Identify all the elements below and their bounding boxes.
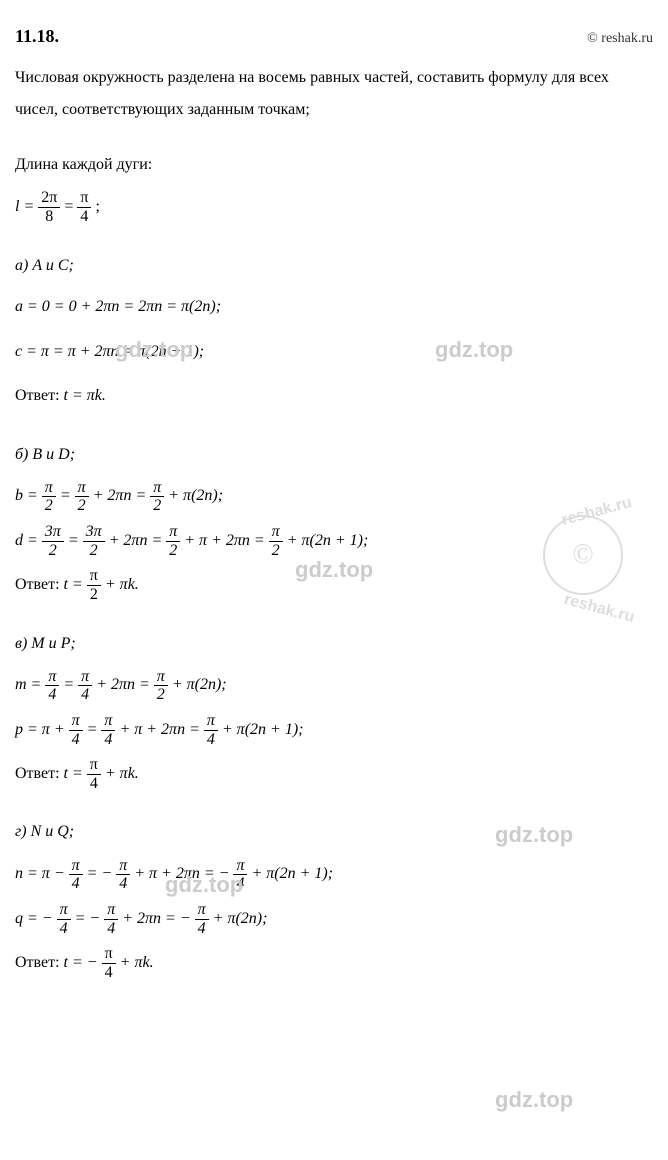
answer-line: Ответ: t = πk. [15, 377, 653, 415]
answer-label: Ответ: [15, 576, 64, 593]
equation-line: p = π + π4 = π4 + π + 2πn = π4 + π(2n + … [15, 711, 653, 749]
part-a-label: а) A и C; [15, 252, 653, 281]
equation-line: b = π2 = π2 + 2πn = π2 + π(2n); [15, 477, 653, 515]
equation-line: a = 0 = 0 + 2πn = 2πn = π(2n); [15, 288, 653, 326]
watermark-text: gdz.top [495, 1080, 573, 1120]
answer-label: Ответ: [15, 387, 64, 404]
fraction: π 4 [77, 189, 91, 225]
problem-number: 11.18. [15, 20, 59, 52]
equation-line: m = π4 = π4 + 2πn = π2 + π(2n); [15, 666, 653, 704]
fraction: 2π 8 [38, 189, 60, 225]
header: 11.18. © reshak.ru [15, 20, 653, 52]
answer-label: Ответ: [15, 954, 64, 971]
answer-label: Ответ: [15, 765, 64, 782]
part-c: в) M и P; m = π4 = π4 + 2πn = π2 + π(2n)… [15, 630, 653, 794]
equation-line: q = − π4 = − π4 + 2πn = − π4 + π(2n); [15, 900, 653, 938]
part-b-label: б) B и D; [15, 441, 653, 470]
equation-line: d = 3π2 = 3π2 + 2πn = π2 + π + 2πn = π2 … [15, 522, 653, 560]
answer-line: Ответ: t = π4 + πk. [15, 755, 653, 793]
part-d-label: г) N и Q; [15, 818, 653, 847]
problem-statement: Числовая окружность разделена на восемь … [15, 62, 653, 126]
copyright: © reshak.ru [587, 26, 653, 51]
answer-line: Ответ: t = − π4 + πk. [15, 944, 653, 982]
answer-line: Ответ: t = π2 + πk. [15, 566, 653, 604]
equation-line: n = π − π4 = − π4 + π + 2πn = − π4 + π(2… [15, 855, 653, 893]
arc-length-title: Длина каждой дуги: [15, 151, 653, 180]
part-a: а) A и C; a = 0 = 0 + 2πn = 2πn = π(2n);… [15, 252, 653, 416]
arc-length-formula: l = 2π 8 = π 4 ; [15, 188, 653, 226]
part-b: б) B и D; b = π2 = π2 + 2πn = π2 + π(2n)… [15, 441, 653, 605]
part-d: г) N и Q; n = π − π4 = − π4 + π + 2πn = … [15, 818, 653, 982]
equation-line: c = π = π + 2πn = π(2n + 1); [15, 333, 653, 371]
part-c-label: в) M и P; [15, 630, 653, 659]
